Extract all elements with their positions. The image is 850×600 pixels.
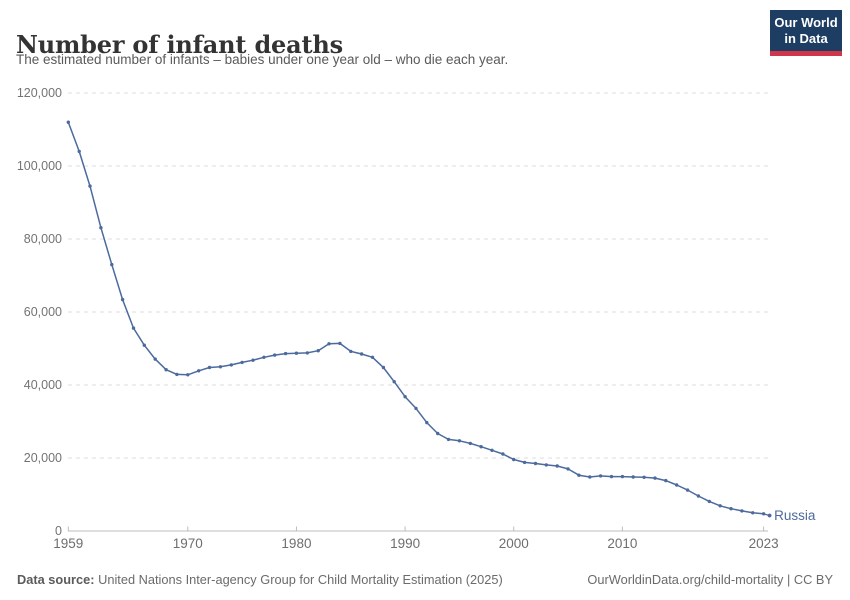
- chart-subtitle: The estimated number of infants – babies…: [16, 52, 509, 67]
- owid-footer-link[interactable]: OurWorldinData.org/child-mortality | CC …: [587, 572, 833, 587]
- data-point[interactable]: [186, 373, 190, 377]
- x-tick-label: 2000: [499, 536, 529, 551]
- data-source-value: United Nations Inter-agency Group for Ch…: [94, 572, 503, 587]
- data-point[interactable]: [370, 355, 375, 359]
- data-point[interactable]: [675, 483, 679, 487]
- data-point[interactable]: [120, 297, 125, 302]
- data-point[interactable]: [359, 352, 364, 356]
- data-source-text: Data source: United Nations Inter-agency…: [17, 572, 503, 587]
- data-point[interactable]: [197, 369, 201, 373]
- x-tick-label: 1980: [281, 536, 311, 551]
- data-point[interactable]: [544, 463, 548, 467]
- x-tick-label: 1970: [173, 536, 203, 551]
- data-point[interactable]: [718, 504, 722, 508]
- data-point[interactable]: [153, 357, 157, 361]
- data-point[interactable]: [77, 149, 81, 154]
- data-point[interactable]: [609, 474, 614, 479]
- data-point[interactable]: [577, 473, 581, 477]
- data-point[interactable]: [620, 474, 625, 479]
- data-point[interactable]: [588, 475, 592, 479]
- owid-logo: Our World in Data: [770, 10, 842, 56]
- x-tick-label: 2023: [749, 536, 779, 551]
- data-source-label: Data source:: [17, 572, 95, 587]
- chart-footer: Data source: United Nations Inter-agency…: [17, 572, 833, 587]
- data-point[interactable]: [131, 326, 136, 330]
- data-point[interactable]: [598, 474, 603, 478]
- owid-logo-line1: Our World: [774, 15, 838, 30]
- data-point[interactable]: [512, 457, 516, 462]
- y-tick-label: 20,000: [24, 451, 62, 465]
- y-tick-label: 0: [55, 524, 62, 538]
- data-point[interactable]: [251, 358, 255, 362]
- entity-label-russia[interactable]: Russia: [774, 508, 816, 523]
- y-tick-label: 60,000: [24, 305, 62, 319]
- data-point[interactable]: [490, 448, 494, 452]
- data-point[interactable]: [696, 494, 701, 498]
- entity-label-arrow: [767, 513, 772, 518]
- data-point[interactable]: [229, 363, 233, 367]
- data-point[interactable]: [392, 380, 396, 384]
- data-point[interactable]: [414, 406, 418, 411]
- data-point[interactable]: [88, 184, 92, 188]
- data-point[interactable]: [436, 431, 440, 436]
- data-point[interactable]: [707, 499, 711, 504]
- y-tick-label: 80,000: [24, 232, 62, 246]
- data-point[interactable]: [664, 478, 668, 483]
- data-point[interactable]: [164, 368, 168, 372]
- data-point[interactable]: [566, 467, 570, 471]
- owid-logo-line2: in Data: [784, 31, 828, 46]
- data-point[interactable]: [294, 351, 299, 355]
- data-point[interactable]: [338, 341, 342, 346]
- data-point[interactable]: [468, 441, 472, 446]
- data-point[interactable]: [349, 349, 353, 354]
- data-point[interactable]: [555, 464, 559, 468]
- data-point[interactable]: [207, 365, 212, 370]
- y-tick-label: 100,000: [17, 159, 62, 173]
- data-point[interactable]: [305, 351, 309, 355]
- y-tick-label: 40,000: [24, 378, 62, 392]
- data-point[interactable]: [218, 365, 223, 369]
- x-tick-label: 2010: [607, 536, 637, 551]
- data-point[interactable]: [501, 452, 505, 456]
- data-point[interactable]: [99, 226, 103, 230]
- data-point[interactable]: [273, 353, 277, 357]
- data-point[interactable]: [142, 343, 146, 347]
- data-point[interactable]: [381, 365, 386, 370]
- data-point[interactable]: [533, 461, 538, 466]
- data-point[interactable]: [642, 475, 646, 479]
- data-point[interactable]: [631, 475, 635, 479]
- data-point[interactable]: [110, 262, 114, 267]
- series-line-russia[interactable]: [67, 121, 765, 515]
- data-point[interactable]: [685, 488, 690, 492]
- x-tick-label: 1959: [53, 536, 83, 551]
- data-point[interactable]: [316, 349, 320, 353]
- data-point[interactable]: [457, 439, 462, 443]
- data-point[interactable]: [403, 395, 407, 399]
- data-point[interactable]: [327, 342, 331, 346]
- page-title: Number of infant deaths: [16, 30, 343, 60]
- data-point[interactable]: [175, 372, 179, 377]
- data-point[interactable]: [240, 360, 244, 365]
- data-point[interactable]: [522, 460, 527, 465]
- data-point[interactable]: [479, 445, 483, 449]
- data-point[interactable]: [740, 509, 744, 513]
- data-point[interactable]: [751, 511, 755, 515]
- data-point[interactable]: [262, 355, 266, 359]
- data-point[interactable]: [66, 120, 71, 124]
- x-tick-label: 1990: [390, 536, 420, 551]
- line-chart-canvas[interactable]: 0 20,000 40,000 60,000 80,000 100,000 120,000 1…: [0, 85, 850, 555]
- data-point[interactable]: [653, 476, 657, 480]
- data-point[interactable]: [283, 351, 288, 356]
- data-point[interactable]: [425, 420, 429, 425]
- data-point[interactable]: [729, 507, 733, 511]
- y-tick-label: 120,000: [17, 86, 62, 100]
- data-point[interactable]: [446, 437, 451, 442]
